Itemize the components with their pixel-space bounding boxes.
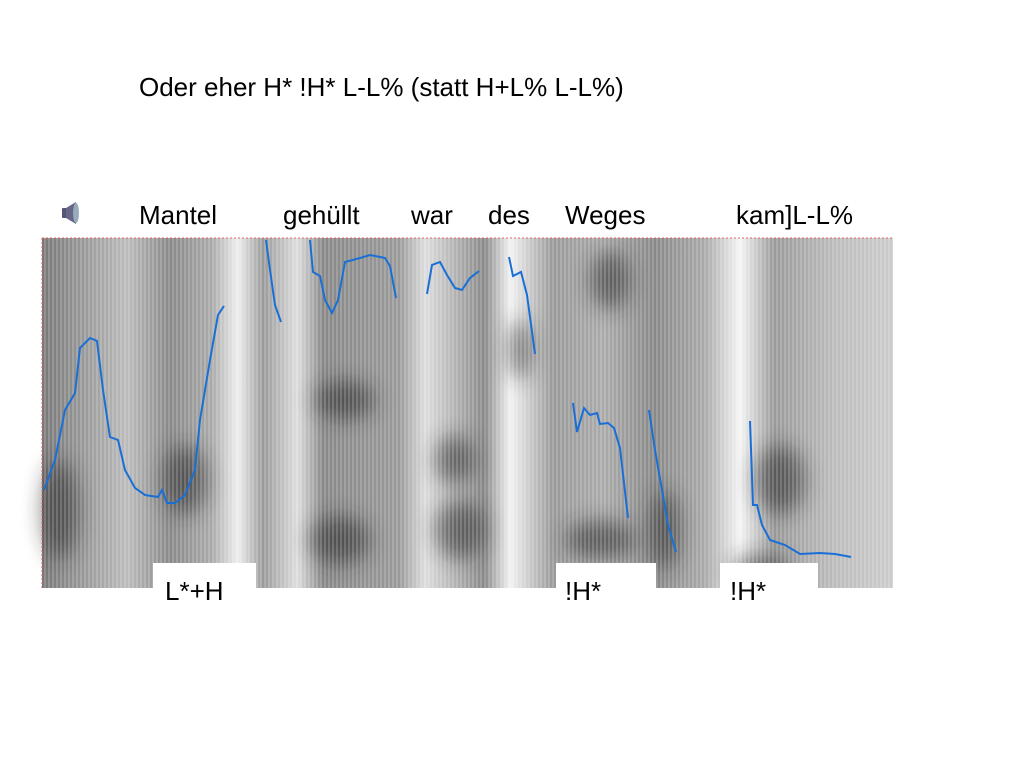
speaker-icon[interactable] <box>62 202 79 224</box>
word-label: des <box>488 200 530 230</box>
tone-label: L*+H <box>165 576 224 606</box>
tone-box <box>556 563 656 615</box>
word-label: gehüllt <box>283 200 360 230</box>
word-label: Mantel <box>139 200 218 230</box>
word-label: kam]L-L% <box>736 200 854 230</box>
tone-label: !H* <box>565 576 602 606</box>
tone-box <box>720 563 818 615</box>
word-label: war <box>411 200 453 230</box>
tone-label: !H* <box>730 576 767 606</box>
slide-title: Oder eher H* !H* L-L% (statt H+L% L-L%) <box>139 72 624 102</box>
word-label: Weges <box>565 200 646 230</box>
tone-box <box>153 563 256 615</box>
